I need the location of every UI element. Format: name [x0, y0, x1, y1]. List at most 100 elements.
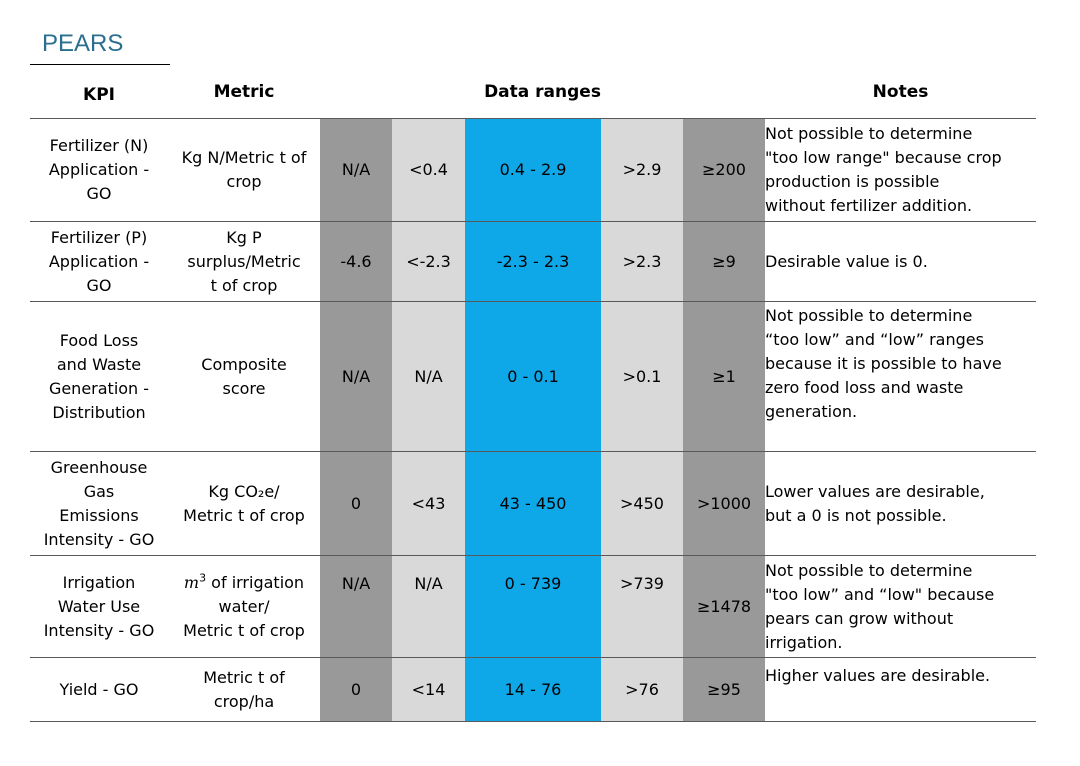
range-desirable: 0.4 - 2.9: [465, 118, 601, 222]
kpi-line: Application -: [48, 251, 150, 271]
range-high: >76: [601, 657, 683, 722]
table-row: Irrigation Water Use Intensity - GO m3 o…: [30, 555, 1036, 658]
range-too-low: -4.6: [320, 221, 392, 302]
range-high: >2.3: [601, 221, 683, 302]
header-metric: Metric: [168, 66, 320, 119]
metric-line: crop/ha: [213, 691, 275, 711]
notes-line: Not possible to determine: [765, 306, 973, 325]
range-too-high: >1000: [683, 451, 765, 556]
kpi-line: Food Loss: [59, 330, 139, 350]
header-data-ranges: Data ranges: [320, 66, 765, 119]
table-header-row: KPI Metric Data ranges Notes: [30, 66, 1036, 119]
notes-line: irrigation.: [765, 632, 843, 652]
metric-cell: m3 of irrigation water/ Metric t of crop: [168, 555, 320, 658]
notes-cell: Higher values are desirable.: [765, 657, 1036, 722]
notes-cell: Not possible to determine “too low” and …: [765, 301, 1036, 452]
metric-line: m3 of irrigation: [168, 571, 320, 595]
metric-line: surplus/Metric: [187, 251, 301, 271]
kpi-line: Yield - GO: [59, 679, 139, 699]
notes-line: zero food loss and waste: [765, 378, 964, 397]
metric-cell: Kg P surplus/Metric t of crop: [168, 221, 320, 302]
kpi-cell: Greenhouse Gas Emissions Intensity - GO: [30, 451, 168, 556]
notes-line: but a 0 is not possible.: [765, 505, 947, 525]
metric-cell: Kg N/Metric t of crop: [168, 118, 320, 222]
kpi-line: Emissions: [59, 505, 139, 525]
range-desirable: 0 - 739: [465, 555, 601, 658]
range-too-high: ≥200: [683, 118, 765, 222]
kpi-line: Fertilizer (P): [50, 227, 148, 247]
range-too-low: 0: [320, 657, 392, 722]
kpi-line: Irrigation: [62, 572, 136, 592]
range-low: <43: [392, 451, 465, 556]
range-high: >450: [601, 451, 683, 556]
range-high: >739: [601, 555, 683, 658]
metric-line: Kg P: [226, 227, 262, 247]
kpi-line: Fertilizer (N): [49, 136, 149, 155]
notes-line: “too low” and “low” ranges: [765, 330, 984, 349]
range-too-high: ≥95: [683, 657, 765, 722]
notes-line: Not possible to determine: [765, 124, 973, 143]
metric-line: score: [222, 378, 266, 398]
kpi-line: Intensity - GO: [43, 529, 155, 549]
range-low: <-2.3: [392, 221, 465, 302]
table-row: Food Loss and Waste Generation - Distrib…: [30, 301, 1036, 452]
range-high: >2.9: [601, 118, 683, 222]
kpi-line: Greenhouse: [50, 457, 148, 477]
notes-cell: Lower values are desirable, but a 0 is n…: [765, 451, 1036, 556]
metric-line: crop: [226, 172, 262, 191]
kpi-cell: Irrigation Water Use Intensity - GO: [30, 555, 168, 658]
range-too-low: N/A: [320, 118, 392, 222]
range-too-high: ≥1: [683, 301, 765, 452]
metric-math-symbol: m: [183, 572, 200, 592]
metric-line: Composite: [201, 354, 287, 374]
table-row: Yield - GO Metric t of crop/ha 0 <14 14 …: [30, 657, 1036, 722]
range-desirable: 0 - 0.1: [465, 301, 601, 452]
notes-line: "too low range" because crop: [765, 148, 1002, 167]
table-row: Greenhouse Gas Emissions Intensity - GO …: [30, 451, 1036, 556]
table-row: Fertilizer (N) Application - GO Kg N/Met…: [30, 118, 1036, 222]
notes-line: because it is possible to have: [765, 354, 1002, 373]
range-low: N/A: [392, 555, 465, 658]
metric-line: t of crop: [210, 275, 278, 295]
metric-line: Kg CO₂e/: [208, 481, 280, 501]
range-too-low: N/A: [320, 555, 392, 658]
kpi-cell: Fertilizer (P) Application - GO: [30, 221, 168, 302]
notes-line: without fertilizer addition.: [765, 196, 973, 215]
metric-line: water/: [218, 596, 270, 616]
kpi-cell: Fertilizer (N) Application - GO: [30, 118, 168, 222]
header-notes: Notes: [765, 66, 1036, 119]
notes-line: Desirable value is 0.: [765, 251, 928, 271]
metric-cell: Metric t of crop/ha: [168, 657, 320, 722]
range-too-low: N/A: [320, 301, 392, 452]
range-high: >0.1: [601, 301, 683, 452]
kpi-line: Water Use: [57, 596, 141, 616]
kpi-line: Generation -: [48, 378, 150, 398]
title-divider: [30, 64, 170, 65]
kpi-table: KPI Metric Data ranges Notes Fertilizer …: [30, 66, 1036, 722]
notes-cell: Not possible to determine "too low range…: [765, 118, 1036, 222]
range-low: <0.4: [392, 118, 465, 222]
page-title: PEARS: [42, 30, 124, 57]
kpi-line: Intensity - GO: [43, 620, 155, 640]
notes-line: generation.: [765, 402, 858, 421]
table-row: Fertilizer (P) Application - GO Kg P sur…: [30, 221, 1036, 302]
metric-cell: Composite score: [168, 301, 320, 452]
range-too-low: 0: [320, 451, 392, 556]
metric-text: of irrigation: [206, 572, 305, 592]
range-low: N/A: [392, 301, 465, 452]
kpi-line: and Waste: [56, 354, 142, 374]
notes-line: Higher values are desirable.: [765, 666, 991, 685]
kpi-cell: Food Loss and Waste Generation - Distrib…: [30, 301, 168, 452]
metric-line: Metric t of crop: [183, 505, 305, 525]
kpi-line: GO: [86, 184, 112, 203]
notes-line: "too low” and “low" because: [765, 584, 995, 604]
range-too-high: ≥9: [683, 221, 765, 302]
metric-line: Metric t of crop: [183, 620, 305, 640]
range-too-high: ≥1478: [683, 555, 765, 658]
metric-superscript: 3: [199, 571, 207, 585]
notes-line: Lower values are desirable,: [765, 481, 985, 501]
range-low: <14: [392, 657, 465, 722]
header-kpi: KPI: [30, 66, 168, 119]
notes-line: production is possible: [765, 172, 940, 191]
range-desirable: -2.3 - 2.3: [465, 221, 601, 302]
